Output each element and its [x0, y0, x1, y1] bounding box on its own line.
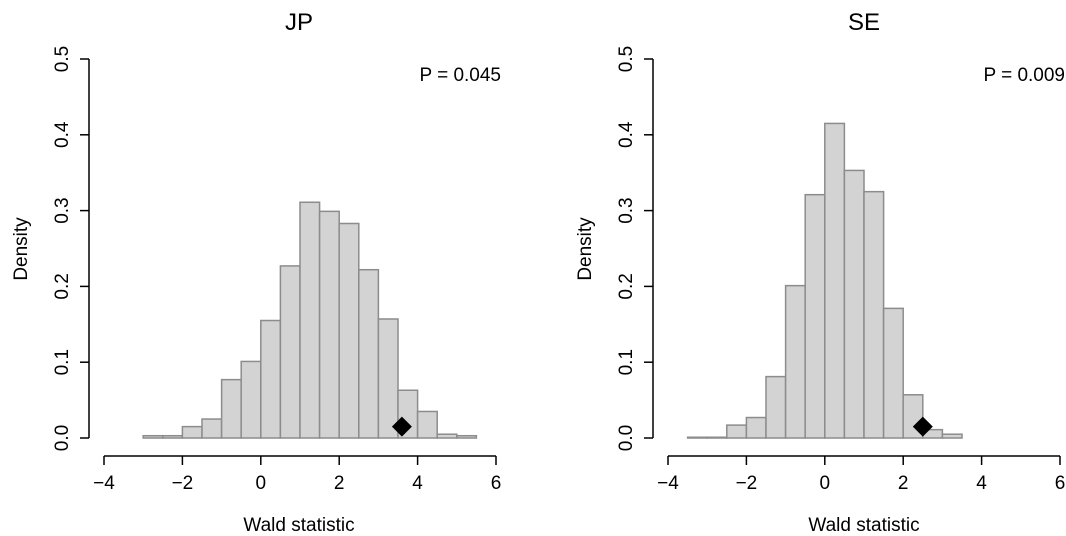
x-axis-label: Wald statistic — [808, 515, 919, 536]
histogram-bar — [162, 434, 184, 439]
axes: −4 −2 0 2 4 6 0.0 0.1 0.2 0.3 0.4 0.5 — [616, 46, 1065, 494]
y-tick-label: 0.4 — [52, 121, 73, 148]
histogram-bar — [201, 418, 223, 439]
panel-title: SE — [848, 9, 880, 36]
x-tick-label: 4 — [412, 473, 423, 494]
histogram-bar — [318, 210, 340, 439]
histogram-bar — [686, 436, 708, 439]
histogram-bar — [338, 222, 360, 439]
y-tick-label: 0.4 — [616, 121, 637, 148]
histogram-bar — [863, 190, 885, 439]
x-tick-label: −4 — [93, 473, 115, 494]
histogram-bar — [377, 318, 399, 439]
bars — [686, 122, 963, 439]
histogram-bar — [240, 360, 262, 439]
histogram-bar — [804, 193, 826, 439]
y-tick-label: 0.0 — [52, 425, 73, 451]
y-tick-label: 0.1 — [52, 349, 73, 375]
y-tick-label: 0.5 — [52, 46, 73, 72]
x-tick-label: 2 — [898, 473, 909, 494]
observed-statistic-marker — [391, 416, 412, 437]
histogram-bar — [456, 434, 478, 439]
y-tick-label: 0.0 — [616, 425, 637, 451]
histogram-bar — [745, 416, 767, 439]
histogram-bar — [181, 425, 203, 439]
bars — [142, 201, 478, 439]
axes: −4 −2 0 2 4 6 0.0 0.1 0.2 0.3 0.4 0.5 — [52, 46, 501, 494]
x-tick-label: −2 — [736, 473, 758, 494]
histogram-bar — [260, 319, 282, 439]
x-tick-label: 6 — [491, 473, 502, 494]
x-axis-label: Wald statistic — [243, 515, 354, 536]
y-tick-label: 0.3 — [616, 197, 637, 223]
x-tick-label: −2 — [172, 473, 194, 494]
y-tick-label: 0.5 — [616, 46, 637, 72]
y-tick-label: 0.2 — [616, 273, 637, 299]
p-value-annotation: P = 0.009 — [983, 65, 1065, 86]
histogram-bar — [220, 378, 242, 439]
y-tick-label: 0.3 — [52, 197, 73, 223]
histogram-bar — [941, 433, 963, 439]
y-tick-label: 0.2 — [52, 273, 73, 299]
x-tick-label: 0 — [256, 473, 267, 494]
x-tick-label: 6 — [1055, 473, 1066, 494]
panel-se: SE P = 0.009 Wald statistic Density −4 −2… — [575, 9, 1065, 536]
histogram-bar — [784, 284, 806, 439]
y-axis-label: Density — [575, 217, 596, 281]
histogram-bar — [882, 307, 904, 439]
panel-jp: JP P = 0.045 Wald statistic Density −4 −2… — [11, 9, 501, 536]
histogram-bar — [706, 436, 728, 439]
histogram-bar — [843, 169, 865, 439]
panel-title: JP — [285, 9, 313, 36]
histogram-bar — [726, 424, 748, 439]
y-tick-label: 0.1 — [616, 349, 637, 375]
histogram-bar — [765, 375, 787, 439]
histogram-bar — [299, 201, 321, 439]
histogram-bar — [142, 434, 164, 439]
histogram-bar — [436, 433, 458, 439]
x-tick-label: −4 — [657, 473, 679, 494]
histogram-bar — [358, 268, 380, 439]
y-axis-label: Density — [11, 217, 32, 281]
x-tick-label: 2 — [334, 473, 345, 494]
histogram-bar — [824, 122, 846, 439]
x-tick-label: 0 — [820, 473, 831, 494]
observed-statistic-marker — [912, 416, 933, 437]
x-tick-label: 4 — [976, 473, 987, 494]
p-value-annotation: P = 0.045 — [419, 65, 501, 86]
histogram-bar — [279, 265, 301, 439]
histogram-bar — [416, 410, 438, 439]
